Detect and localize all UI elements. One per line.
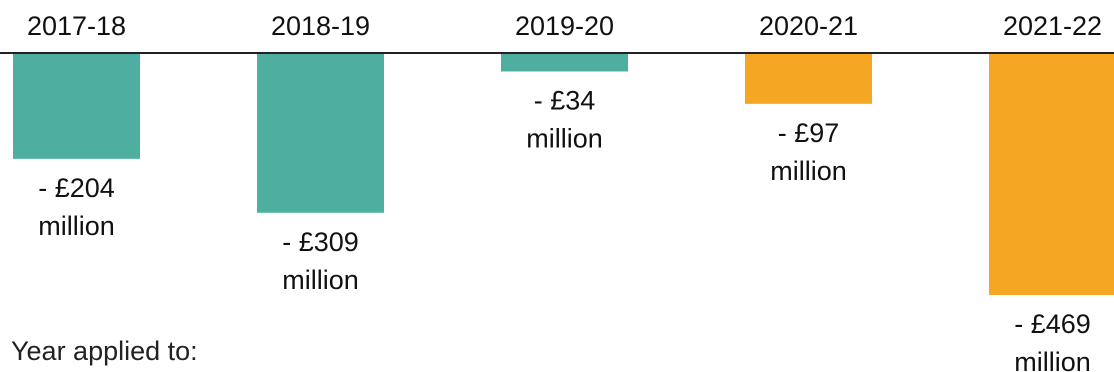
value-label: - £309 [282,227,359,257]
category-label: 2021-22 [1003,11,1102,41]
footer-label: Year applied to: [11,336,198,366]
value-label: million [38,211,115,241]
value-label: million [1014,347,1091,372]
value-label: - £97 [778,118,840,148]
category-label: 2020-21 [759,11,858,41]
value-label: million [526,123,603,153]
value-label: - £469 [1014,309,1091,339]
bar-2018-19 [257,54,384,213]
value-label: million [770,156,847,186]
category-label: 2017-18 [27,11,126,41]
bar-2020-21 [745,54,872,104]
value-label: - £34 [534,85,596,115]
value-label: - £204 [38,173,115,203]
category-label: 2019-20 [515,11,614,41]
bar-2017-18 [13,54,140,159]
bar-2019-20 [501,54,628,72]
category-label: 2018-19 [271,11,370,41]
value-label: million [282,265,359,295]
bar-2021-22 [989,54,1114,295]
bars-group: 2017-18 - £204 million 2018-19 - £309 million… [13,11,1114,372]
